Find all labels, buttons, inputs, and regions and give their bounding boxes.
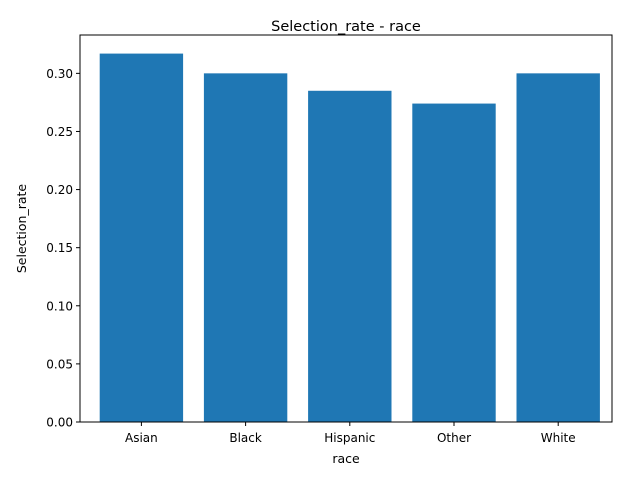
chart-title: Selection_rate - race	[271, 19, 421, 35]
y-tick-label: 0.05	[46, 357, 73, 371]
y-tick-label: 0.25	[46, 125, 73, 139]
plot-area-frame	[79, 34, 613, 423]
bars-group	[99, 53, 600, 423]
x-tick-label: Black	[229, 431, 262, 445]
x-tick-label: Asian	[125, 431, 158, 445]
x-tick-label: Other	[437, 431, 471, 445]
y-tick-label: 0.15	[46, 241, 73, 255]
x-axis: Asian Black Hispanic Other White	[125, 422, 576, 445]
y-tick-label: 0.20	[46, 183, 73, 197]
bar-other	[412, 103, 496, 422]
y-axis-label: Selection_rate	[14, 184, 29, 274]
x-axis-label: race	[332, 451, 360, 466]
bar-black	[203, 73, 288, 422]
bar-hispanic	[308, 90, 392, 422]
x-tick-label: White	[541, 431, 576, 445]
y-axis: 0.00 0.05 0.10 0.15 0.20 0.25 0.30	[46, 67, 80, 430]
x-tick-label: Hispanic	[324, 431, 375, 445]
bar-asian	[99, 53, 184, 423]
y-tick-label: 0.00	[46, 416, 73, 430]
bar-white	[516, 73, 600, 422]
y-tick-label: 0.30	[46, 67, 73, 81]
y-tick-label: 0.10	[46, 299, 73, 313]
